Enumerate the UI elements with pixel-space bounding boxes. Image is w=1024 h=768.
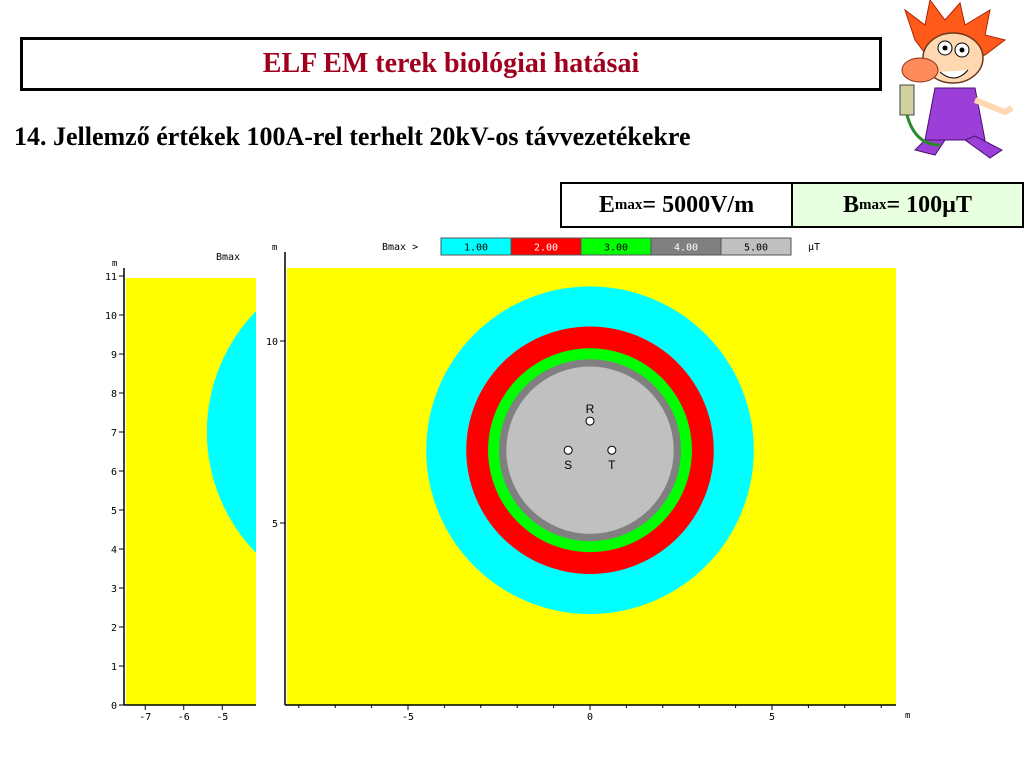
conductor-T [607, 445, 617, 455]
left-contour-cyan [206, 311, 256, 553]
b-value: = 100µT [886, 191, 973, 218]
left-y-unit: m [112, 259, 117, 269]
legend-swatch-5.00 [720, 237, 792, 256]
legend-value-5.00: 5.00 [744, 243, 768, 254]
left-ytick-label: 9 [111, 350, 117, 361]
main-xtick-label: 0 [587, 712, 593, 723]
conductor-R [585, 416, 595, 426]
left-xtick-label: -5 [216, 712, 228, 723]
e-sub: max [614, 196, 643, 213]
legend-value-3.00: 3.00 [604, 243, 628, 254]
main-ytick-label: 5 [272, 519, 278, 530]
e-value: = 5000V/m [642, 191, 755, 218]
conductor-label-S: S [564, 458, 572, 472]
left-ytick-label: 10 [105, 311, 117, 322]
conductor-label-T: T [608, 458, 616, 472]
main-x-unit: m [905, 711, 910, 721]
legend-value-2.00: 2.00 [534, 243, 558, 254]
conductor-S [563, 445, 573, 455]
left-ytick-label: 5 [111, 506, 117, 517]
left-ytick-label: 2 [111, 623, 117, 634]
left-legend-label: Bmax [216, 252, 240, 263]
main-xtick-label: 5 [769, 712, 775, 723]
left-xtick-label: -7 [139, 712, 151, 723]
left-ytick-label: 3 [111, 584, 117, 595]
legend-value-4.00: 4.00 [674, 243, 698, 254]
left-ytick-label: 0 [111, 701, 117, 712]
legend-label: Bmax > [382, 242, 418, 253]
b-symbol: B [842, 191, 859, 218]
left-plot: 0 1 2 3 4 5 6 7 8 9 10 11 -7 -6 -5 m Bmax [105, 252, 256, 723]
left-ytick-label: 4 [111, 545, 117, 556]
slide-title-box: ELF EM terek biológiai hatásai [20, 37, 882, 91]
main-plot: R S T 5 10 -5 0 5 m m Bmax > 1.00 2.00 3.00 4.00… [266, 237, 910, 723]
slide-subtitle: 14. Jellemző értékek 100A-rel terhelt 20… [14, 122, 691, 151]
main-y-unit: m [272, 243, 277, 253]
main-xtick-label: -5 [402, 712, 414, 723]
left-ytick-label: 6 [111, 467, 117, 478]
conductor-label-R: R [586, 402, 595, 416]
left-ytick-label: 7 [111, 428, 117, 439]
legend-unit: µT [808, 242, 820, 253]
b-sub: max [859, 196, 887, 213]
contour-ring-5 [506, 366, 674, 534]
main-ytick-label: 10 [266, 337, 278, 348]
left-ytick-label: 8 [111, 389, 117, 400]
left-ytick-label: 1 [111, 662, 117, 673]
e-symbol: E [598, 191, 615, 218]
slide-title: ELF EM terek biológiai hatásai [262, 48, 640, 79]
left-xtick-label: -6 [178, 712, 190, 723]
left-ytick-label: 11 [105, 272, 117, 283]
legend-value-1.00: 1.00 [464, 243, 488, 254]
